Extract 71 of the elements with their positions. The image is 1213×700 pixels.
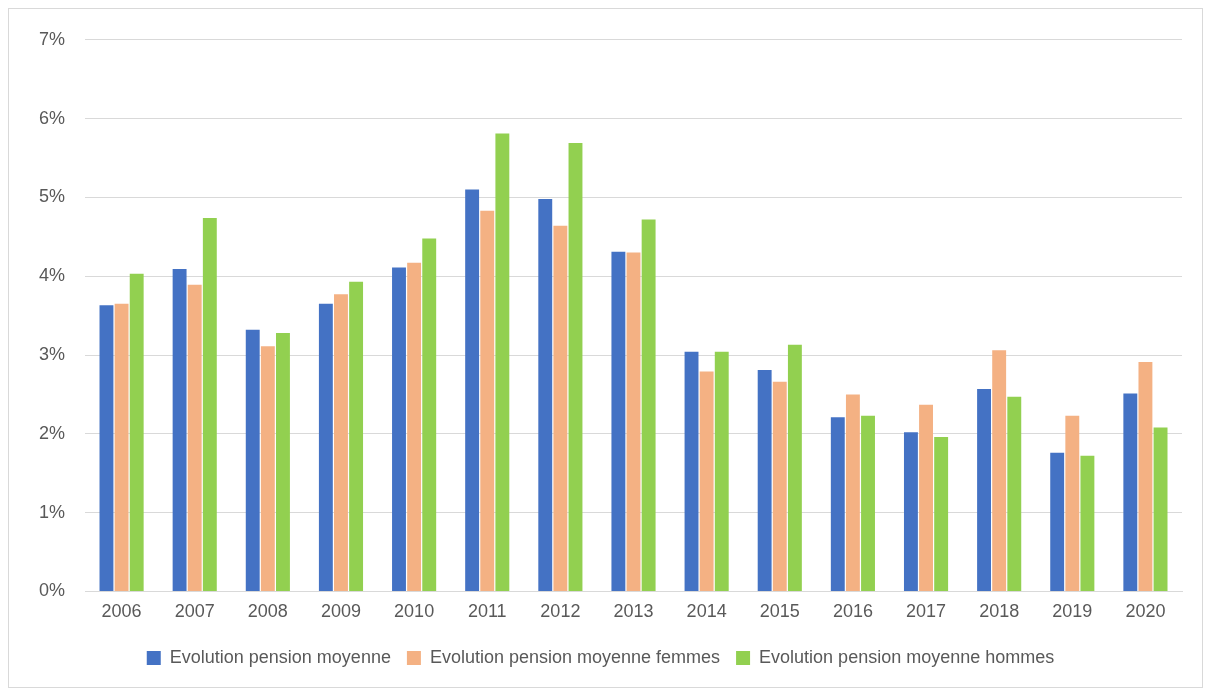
bar — [407, 262, 422, 591]
x-tick-label: 2008 — [247, 601, 288, 622]
y-tick-label: 2% — [39, 422, 66, 443]
bar — [480, 210, 495, 591]
y-tick-label: 5% — [39, 186, 66, 207]
bar — [392, 267, 406, 591]
legend-label: Evolution pension moyenne hommes — [759, 646, 1055, 667]
bar — [495, 133, 510, 591]
bar — [919, 404, 933, 591]
bar — [349, 281, 364, 591]
bar — [1050, 452, 1065, 591]
bar — [1080, 455, 1095, 591]
bar — [1138, 362, 1153, 591]
legend-label: Evolution pension moyenne femmes — [429, 646, 721, 667]
bar — [845, 394, 860, 591]
bar — [977, 388, 992, 591]
bar — [1123, 393, 1138, 591]
bar — [903, 432, 918, 591]
bar — [757, 369, 772, 591]
x-tick-label: 2012 — [540, 601, 581, 622]
bar — [202, 217, 217, 591]
bar — [99, 305, 114, 591]
y-tick-label: 6% — [39, 107, 66, 128]
y-tick-label: 3% — [39, 343, 66, 364]
bar — [830, 417, 845, 591]
bar — [553, 225, 568, 591]
x-tick-label: 2015 — [759, 601, 800, 622]
x-tick-label: 2020 — [1125, 601, 1166, 622]
bar — [699, 371, 714, 591]
x-tick-label: 2016 — [832, 601, 873, 622]
bar — [538, 198, 553, 591]
bar — [245, 329, 260, 591]
bar — [1153, 427, 1168, 591]
bar — [114, 303, 129, 591]
x-tick-label: 2017 — [906, 601, 947, 622]
legend-label: Evolution pension moyenne — [169, 646, 391, 667]
x-tick-label: 2006 — [101, 601, 142, 622]
x-tick-label: 2013 — [613, 601, 654, 622]
bar — [276, 332, 290, 591]
x-tick-label: 2007 — [174, 601, 215, 622]
bar — [187, 284, 202, 591]
x-tick-label: 2019 — [1052, 601, 1093, 622]
y-tick-label: 0% — [39, 580, 66, 601]
bar — [465, 189, 480, 591]
bar — [334, 294, 348, 591]
bar — [1007, 396, 1022, 591]
y-tick-label: 7% — [39, 28, 66, 49]
bar — [611, 251, 626, 591]
bar — [318, 303, 333, 591]
bar — [787, 344, 802, 591]
bar — [641, 219, 656, 591]
y-tick-label: 4% — [39, 265, 66, 286]
y-tick-label: 1% — [39, 501, 66, 522]
bar — [422, 238, 437, 591]
bar — [714, 351, 729, 591]
bar — [129, 273, 144, 591]
x-tick-label: 2018 — [979, 601, 1020, 622]
bar — [568, 143, 583, 591]
bar — [1065, 415, 1080, 591]
bar — [260, 346, 275, 591]
x-tick-label: 2011 — [467, 601, 507, 622]
bar — [626, 252, 641, 591]
bar — [861, 415, 875, 591]
x-tick-label: 2014 — [686, 601, 727, 622]
bar — [684, 351, 699, 591]
bar — [172, 269, 187, 591]
bar — [934, 436, 949, 591]
x-tick-label: 2009 — [320, 601, 361, 622]
x-tick-label: 2010 — [394, 601, 435, 622]
bar — [772, 381, 787, 591]
bar — [992, 350, 1007, 591]
